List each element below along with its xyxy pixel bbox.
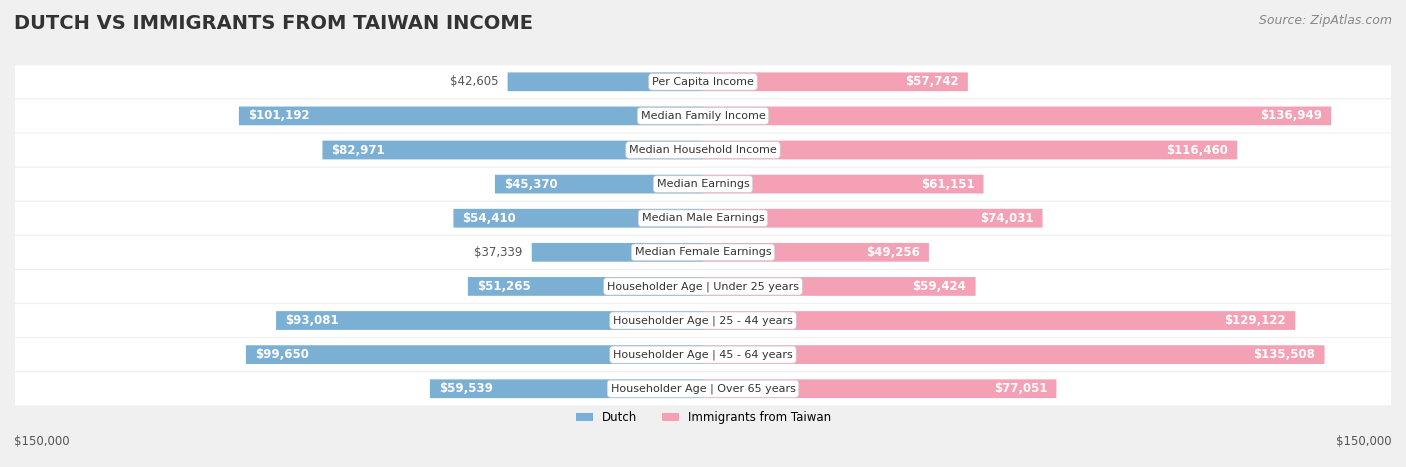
Text: Median Family Income: Median Family Income (641, 111, 765, 121)
Text: $77,051: $77,051 (994, 382, 1047, 395)
Legend: Dutch, Immigrants from Taiwan: Dutch, Immigrants from Taiwan (569, 406, 837, 429)
Text: $59,424: $59,424 (912, 280, 966, 293)
Text: $82,971: $82,971 (332, 143, 385, 156)
Text: Median Male Earnings: Median Male Earnings (641, 213, 765, 223)
Text: $74,031: $74,031 (980, 212, 1033, 225)
FancyBboxPatch shape (15, 304, 1391, 337)
Text: Per Capita Income: Per Capita Income (652, 77, 754, 87)
FancyBboxPatch shape (15, 236, 1391, 269)
FancyBboxPatch shape (15, 202, 1391, 234)
Text: $129,122: $129,122 (1225, 314, 1286, 327)
Text: $93,081: $93,081 (285, 314, 339, 327)
FancyBboxPatch shape (703, 209, 1043, 227)
FancyBboxPatch shape (703, 277, 976, 296)
FancyBboxPatch shape (703, 379, 1056, 398)
Text: Householder Age | 45 - 64 years: Householder Age | 45 - 64 years (613, 349, 793, 360)
FancyBboxPatch shape (15, 372, 1391, 405)
FancyBboxPatch shape (703, 72, 967, 91)
Text: Source: ZipAtlas.com: Source: ZipAtlas.com (1258, 14, 1392, 27)
FancyBboxPatch shape (703, 106, 1331, 125)
FancyBboxPatch shape (15, 270, 1391, 303)
FancyBboxPatch shape (239, 106, 703, 125)
Text: $54,410: $54,410 (463, 212, 516, 225)
FancyBboxPatch shape (703, 141, 1237, 159)
FancyBboxPatch shape (246, 345, 703, 364)
Text: $101,192: $101,192 (247, 109, 309, 122)
Text: $51,265: $51,265 (477, 280, 531, 293)
Text: $42,605: $42,605 (450, 75, 498, 88)
FancyBboxPatch shape (531, 243, 703, 262)
FancyBboxPatch shape (276, 311, 703, 330)
FancyBboxPatch shape (430, 379, 703, 398)
Text: $150,000: $150,000 (1336, 435, 1392, 448)
Text: $37,339: $37,339 (474, 246, 523, 259)
Text: $59,539: $59,539 (439, 382, 494, 395)
Text: Householder Age | Under 25 years: Householder Age | Under 25 years (607, 281, 799, 292)
Text: Householder Age | 25 - 44 years: Householder Age | 25 - 44 years (613, 315, 793, 326)
Text: Median Household Income: Median Household Income (628, 145, 778, 155)
Text: $150,000: $150,000 (14, 435, 70, 448)
Text: Householder Age | Over 65 years: Householder Age | Over 65 years (610, 383, 796, 394)
FancyBboxPatch shape (703, 345, 1324, 364)
FancyBboxPatch shape (15, 338, 1391, 371)
FancyBboxPatch shape (703, 175, 983, 193)
Text: $135,508: $135,508 (1254, 348, 1316, 361)
FancyBboxPatch shape (468, 277, 703, 296)
Text: $49,256: $49,256 (866, 246, 920, 259)
FancyBboxPatch shape (15, 65, 1391, 98)
FancyBboxPatch shape (454, 209, 703, 227)
Text: $57,742: $57,742 (905, 75, 959, 88)
FancyBboxPatch shape (15, 168, 1391, 200)
FancyBboxPatch shape (495, 175, 703, 193)
Text: Median Earnings: Median Earnings (657, 179, 749, 189)
FancyBboxPatch shape (703, 311, 1295, 330)
FancyBboxPatch shape (15, 134, 1391, 166)
Text: $116,460: $116,460 (1166, 143, 1227, 156)
Text: $99,650: $99,650 (254, 348, 309, 361)
Text: $136,949: $136,949 (1260, 109, 1322, 122)
Text: Median Female Earnings: Median Female Earnings (634, 248, 772, 257)
FancyBboxPatch shape (15, 99, 1391, 132)
Text: DUTCH VS IMMIGRANTS FROM TAIWAN INCOME: DUTCH VS IMMIGRANTS FROM TAIWAN INCOME (14, 14, 533, 33)
Text: $61,151: $61,151 (921, 177, 974, 191)
Text: $45,370: $45,370 (505, 177, 558, 191)
FancyBboxPatch shape (508, 72, 703, 91)
FancyBboxPatch shape (322, 141, 703, 159)
FancyBboxPatch shape (703, 243, 929, 262)
